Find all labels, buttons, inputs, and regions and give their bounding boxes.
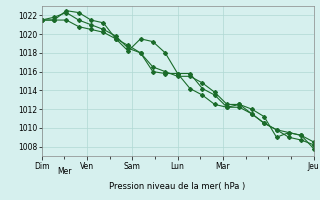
Text: Mer: Mer (57, 167, 71, 176)
X-axis label: Pression niveau de la mer( hPa ): Pression niveau de la mer( hPa ) (109, 182, 246, 191)
